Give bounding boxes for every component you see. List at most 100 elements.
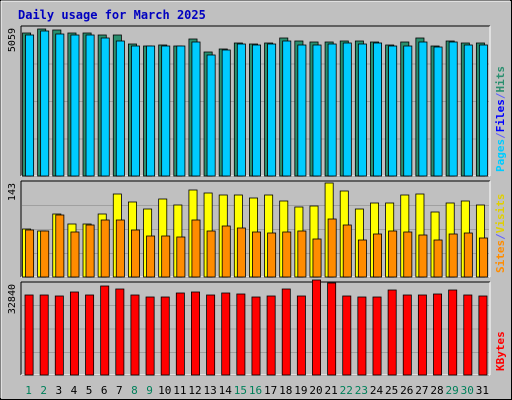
bar-sites-18 [282, 231, 292, 278]
bar-sites-31 [478, 237, 488, 278]
bar-sites-13 [206, 230, 216, 278]
bar-files-17 [267, 43, 277, 177]
bar-kbytes-16 [251, 296, 261, 376]
bar-kbytes-5 [85, 294, 95, 376]
x-tick-label: 28 [430, 384, 443, 397]
bar-kbytes-14 [221, 292, 231, 376]
bar-sites-4 [70, 231, 80, 278]
x-tick-label: 5 [86, 384, 93, 397]
x-tick-label: 29 [446, 384, 459, 397]
panel-max-label: 5059 [7, 28, 18, 52]
bar-sites-24 [373, 233, 382, 278]
bar-sites-29 [448, 233, 458, 278]
bar-kbytes-13 [206, 294, 216, 376]
x-tick-label: 7 [116, 384, 123, 397]
bar-sites-11 [176, 236, 186, 278]
bar-kbytes-19 [296, 295, 306, 376]
legend-entry: KBytes [494, 331, 507, 371]
bar-files-9 [146, 45, 156, 177]
bar-sites-1 [25, 229, 35, 278]
bar-files-11 [176, 45, 186, 177]
bar-kbytes-18 [281, 288, 291, 376]
bar-kbytes-1 [24, 294, 34, 376]
bar-kbytes-4 [69, 291, 79, 376]
x-tick-label: 21 [325, 384, 338, 397]
bar-files-18 [282, 40, 292, 177]
x-tick-label: 11 [173, 384, 186, 397]
legend-entry: Pages [494, 139, 507, 172]
bar-sites-20 [312, 238, 322, 278]
x-tick-label: 23 [355, 384, 368, 397]
bar-sites-2 [40, 230, 50, 278]
bar-files-19 [297, 44, 307, 177]
bar-files-27 [418, 41, 428, 177]
bar-sites-9 [146, 235, 156, 278]
x-tick-label: 24 [370, 384, 384, 397]
bar-files-14 [221, 49, 231, 177]
bar-kbytes-11 [175, 292, 185, 376]
bar-kbytes-12 [191, 291, 200, 376]
x-tick-label: 2 [40, 384, 47, 397]
bar-files-23 [357, 43, 367, 177]
x-tick-label: 9 [146, 384, 153, 397]
bar-kbytes-27 [417, 294, 427, 376]
bar-kbytes-30 [463, 294, 473, 376]
bar-kbytes-28 [433, 293, 443, 376]
bar-sites-30 [463, 232, 473, 278]
bar-kbytes-25 [387, 289, 397, 376]
x-tick-label: 19 [294, 384, 307, 397]
panel-legend: KBytes [494, 331, 507, 371]
bar-sites-16 [252, 231, 261, 278]
bar-files-3 [55, 33, 65, 177]
bar-sites-26 [403, 231, 413, 278]
legend-entry: Sites [494, 240, 507, 273]
bar-kbytes-22 [342, 295, 352, 376]
bar-sites-21 [327, 218, 337, 278]
bar-kbytes-21 [327, 282, 337, 376]
bar-files-8 [131, 45, 140, 177]
x-tick-label: 3 [56, 384, 63, 397]
bar-sites-12 [191, 219, 201, 278]
legend-entry: Files [494, 99, 507, 132]
x-tick-label: 25 [385, 384, 398, 397]
x-tick-label: 18 [279, 384, 292, 397]
chart-title: Daily usage for March 2025 [18, 8, 206, 22]
bar-kbytes-26 [402, 294, 412, 376]
bar-sites-8 [131, 229, 140, 278]
bar-files-4 [70, 34, 80, 177]
panel-max-label: 143 [7, 183, 18, 201]
bar-kbytes-9 [145, 296, 155, 376]
x-tick-label: 6 [101, 384, 108, 397]
x-tick-label: 10 [158, 384, 171, 397]
bar-sites-27 [418, 234, 428, 278]
bar-sites-6 [100, 219, 110, 278]
legend-entry: Hits [494, 66, 507, 93]
bar-kbytes-17 [266, 295, 276, 376]
x-tick-label: 16 [249, 384, 262, 397]
x-tick-label: 26 [400, 384, 413, 397]
bar-sites-22 [342, 224, 352, 278]
bar-files-24 [373, 42, 382, 177]
bar-sites-17 [267, 232, 277, 278]
bar-files-13 [206, 54, 216, 177]
bar-files-1 [25, 34, 35, 177]
bar-sites-5 [85, 224, 95, 278]
bar-kbytes-20 [312, 279, 321, 376]
bar-kbytes-23 [357, 296, 367, 376]
bar-files-12 [191, 41, 201, 177]
bar-sites-28 [433, 239, 443, 278]
bar-kbytes-2 [39, 294, 49, 376]
bar-sites-15 [236, 227, 246, 278]
x-tick-label: 13 [203, 384, 216, 397]
bar-sites-10 [161, 235, 171, 278]
bar-kbytes-29 [448, 289, 458, 376]
bar-sites-7 [115, 219, 125, 278]
bar-kbytes-3 [54, 295, 64, 376]
bar-kbytes-6 [100, 285, 110, 376]
bar-files-7 [115, 40, 125, 177]
x-tick-label: 14 [219, 384, 233, 397]
bar-sites-19 [297, 230, 307, 278]
bar-files-2 [40, 30, 50, 177]
panel-legend: Pages/Files/Hits [494, 66, 507, 172]
